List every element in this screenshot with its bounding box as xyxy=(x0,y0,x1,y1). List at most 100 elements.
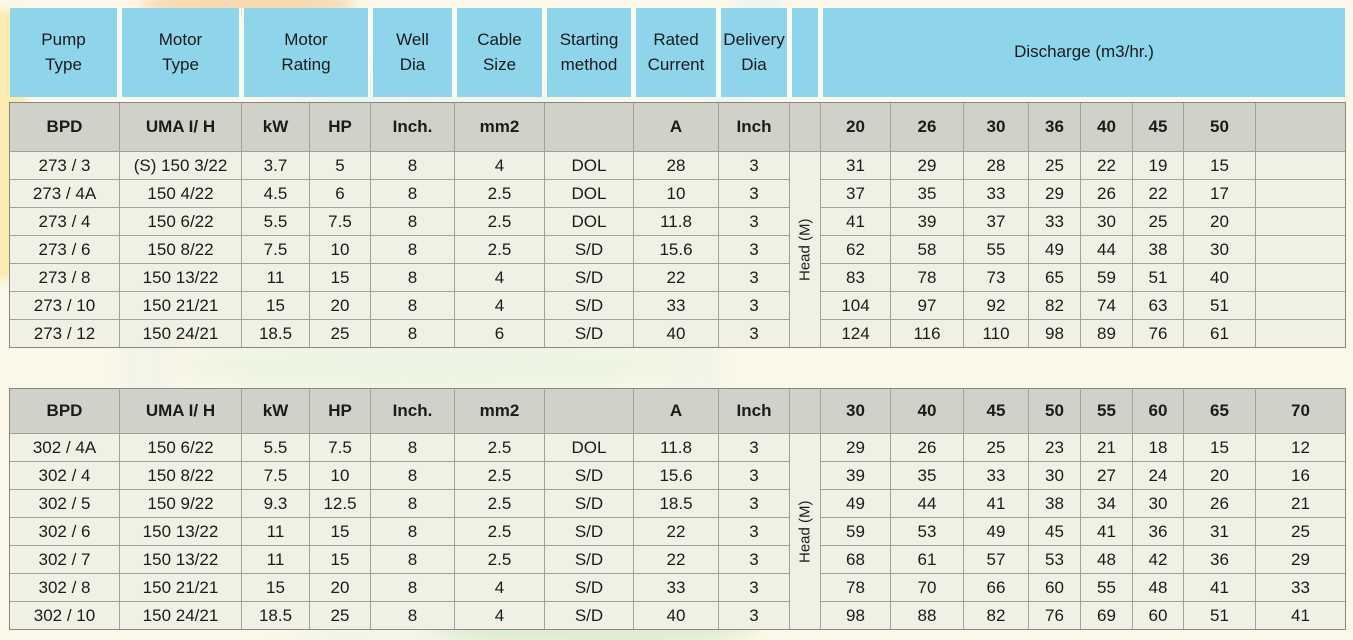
group-header-discharge: Discharge (m3/hr.) xyxy=(821,8,1345,97)
cell-hp: 25 xyxy=(310,320,370,347)
cell-delivery: 3 xyxy=(719,292,789,319)
cell-discharge: 26 xyxy=(1081,180,1132,207)
cell-discharge: 51 xyxy=(1184,602,1255,629)
cell-pump: 273 / 4 xyxy=(10,208,119,235)
cell-delivery: 3 xyxy=(719,546,789,573)
column-group-header: Pump Type Motor Type Motor Rating Well D… xyxy=(9,8,1346,97)
cell-motor: 150 6/22 xyxy=(120,434,241,461)
cell-discharge: 70 xyxy=(891,574,963,601)
cell-discharge: 97 xyxy=(891,292,963,319)
cell-discharge: 29 xyxy=(1256,546,1345,573)
cell-discharge: 35 xyxy=(891,180,963,207)
group-header-starting-method: Starting method xyxy=(545,8,633,97)
cell-kw: 5.5 xyxy=(242,208,309,235)
cell-discharge xyxy=(1256,152,1345,179)
cell-well: 8 xyxy=(371,152,454,179)
cell-delivery: 3 xyxy=(719,518,789,545)
cell-discharge: 37 xyxy=(964,208,1028,235)
cell-hp: 12.5 xyxy=(310,490,370,517)
cell-discharge: 59 xyxy=(1081,264,1132,291)
cell-delivery: 3 xyxy=(719,208,789,235)
cell-discharge: 73 xyxy=(964,264,1028,291)
cell-kw: 18.5 xyxy=(242,602,309,629)
discharge-col-header: 65 xyxy=(1184,389,1255,433)
cell-discharge: 29 xyxy=(1029,180,1080,207)
subheader-well: Inch. xyxy=(371,389,454,433)
cell-discharge: 78 xyxy=(821,574,890,601)
discharge-col-header: 60 xyxy=(1133,389,1183,433)
cell-current: 18.5 xyxy=(634,490,718,517)
cell-start: S/D xyxy=(545,320,633,347)
cell-cable: 2.5 xyxy=(455,434,544,461)
cell-delivery: 3 xyxy=(719,264,789,291)
cell-current: 22 xyxy=(634,264,718,291)
cell-start: S/D xyxy=(545,602,633,629)
cell-discharge: 30 xyxy=(1081,208,1132,235)
cell-well: 8 xyxy=(371,320,454,347)
cell-discharge: 69 xyxy=(1081,602,1132,629)
cell-discharge: 89 xyxy=(1081,320,1132,347)
cell-discharge: 68 xyxy=(821,546,890,573)
cell-pump: 273 / 3 xyxy=(10,152,119,179)
cell-current: 33 xyxy=(634,292,718,319)
cell-discharge: 49 xyxy=(1029,236,1080,263)
cell-discharge: 25 xyxy=(1256,518,1345,545)
discharge-col-header: 45 xyxy=(1133,103,1183,151)
cell-discharge: 31 xyxy=(821,152,890,179)
cell-discharge: 76 xyxy=(1029,602,1080,629)
cell-discharge: 26 xyxy=(1184,490,1255,517)
cell-pump: 302 / 8 xyxy=(10,574,119,601)
cell-discharge: 98 xyxy=(1029,320,1080,347)
cell-kw: 11 xyxy=(242,518,309,545)
cell-start: S/D xyxy=(545,518,633,545)
cell-discharge: 51 xyxy=(1133,264,1183,291)
cell-cable: 2.5 xyxy=(455,462,544,489)
cell-cable: 2.5 xyxy=(455,180,544,207)
cell-discharge: 22 xyxy=(1081,152,1132,179)
cell-start: S/D xyxy=(545,490,633,517)
cell-discharge: 61 xyxy=(891,546,963,573)
group-header-pump-type: Pump Type xyxy=(10,8,119,97)
cell-discharge: 15 xyxy=(1184,152,1255,179)
cell-discharge: 88 xyxy=(891,602,963,629)
cell-well: 8 xyxy=(371,264,454,291)
cell-discharge: 23 xyxy=(1029,434,1080,461)
discharge-col-header: 50 xyxy=(1184,103,1255,151)
cell-hp: 7.5 xyxy=(310,434,370,461)
cell-kw: 18.5 xyxy=(242,320,309,347)
cell-start: DOL xyxy=(545,180,633,207)
cell-discharge: 37 xyxy=(821,180,890,207)
cell-discharge: 20 xyxy=(1184,208,1255,235)
cell-start: S/D xyxy=(545,264,633,291)
cell-hp: 25 xyxy=(310,602,370,629)
cell-discharge: 124 xyxy=(821,320,890,347)
cell-discharge: 82 xyxy=(964,602,1028,629)
cell-start: S/D xyxy=(545,292,633,319)
cell-delivery: 3 xyxy=(719,490,789,517)
cell-cable: 2.5 xyxy=(455,518,544,545)
cell-discharge: 30 xyxy=(1184,236,1255,263)
cell-discharge: 36 xyxy=(1133,518,1183,545)
cell-cable: 6 xyxy=(455,320,544,347)
cell-motor: 150 6/22 xyxy=(120,208,241,235)
discharge-col-header: 30 xyxy=(964,103,1028,151)
cell-well: 8 xyxy=(371,434,454,461)
cell-start: DOL xyxy=(545,152,633,179)
subheader-start xyxy=(545,103,633,151)
cell-discharge: 55 xyxy=(964,236,1028,263)
cell-cable: 4 xyxy=(455,602,544,629)
cell-discharge: 30 xyxy=(1029,462,1080,489)
head-axis-label: Head (M) xyxy=(790,434,820,629)
cell-current: 11.8 xyxy=(634,208,718,235)
cell-discharge: 33 xyxy=(964,180,1028,207)
cell-discharge: 27 xyxy=(1081,462,1132,489)
cell-kw: 3.7 xyxy=(242,152,309,179)
cell-discharge: 65 xyxy=(1029,264,1080,291)
discharge-col-header: 30 xyxy=(821,389,890,433)
cell-discharge: 41 xyxy=(821,208,890,235)
discharge-col-header: 40 xyxy=(891,389,963,433)
cell-current: 40 xyxy=(634,320,718,347)
cell-discharge: 63 xyxy=(1133,292,1183,319)
cell-hp: 10 xyxy=(310,462,370,489)
